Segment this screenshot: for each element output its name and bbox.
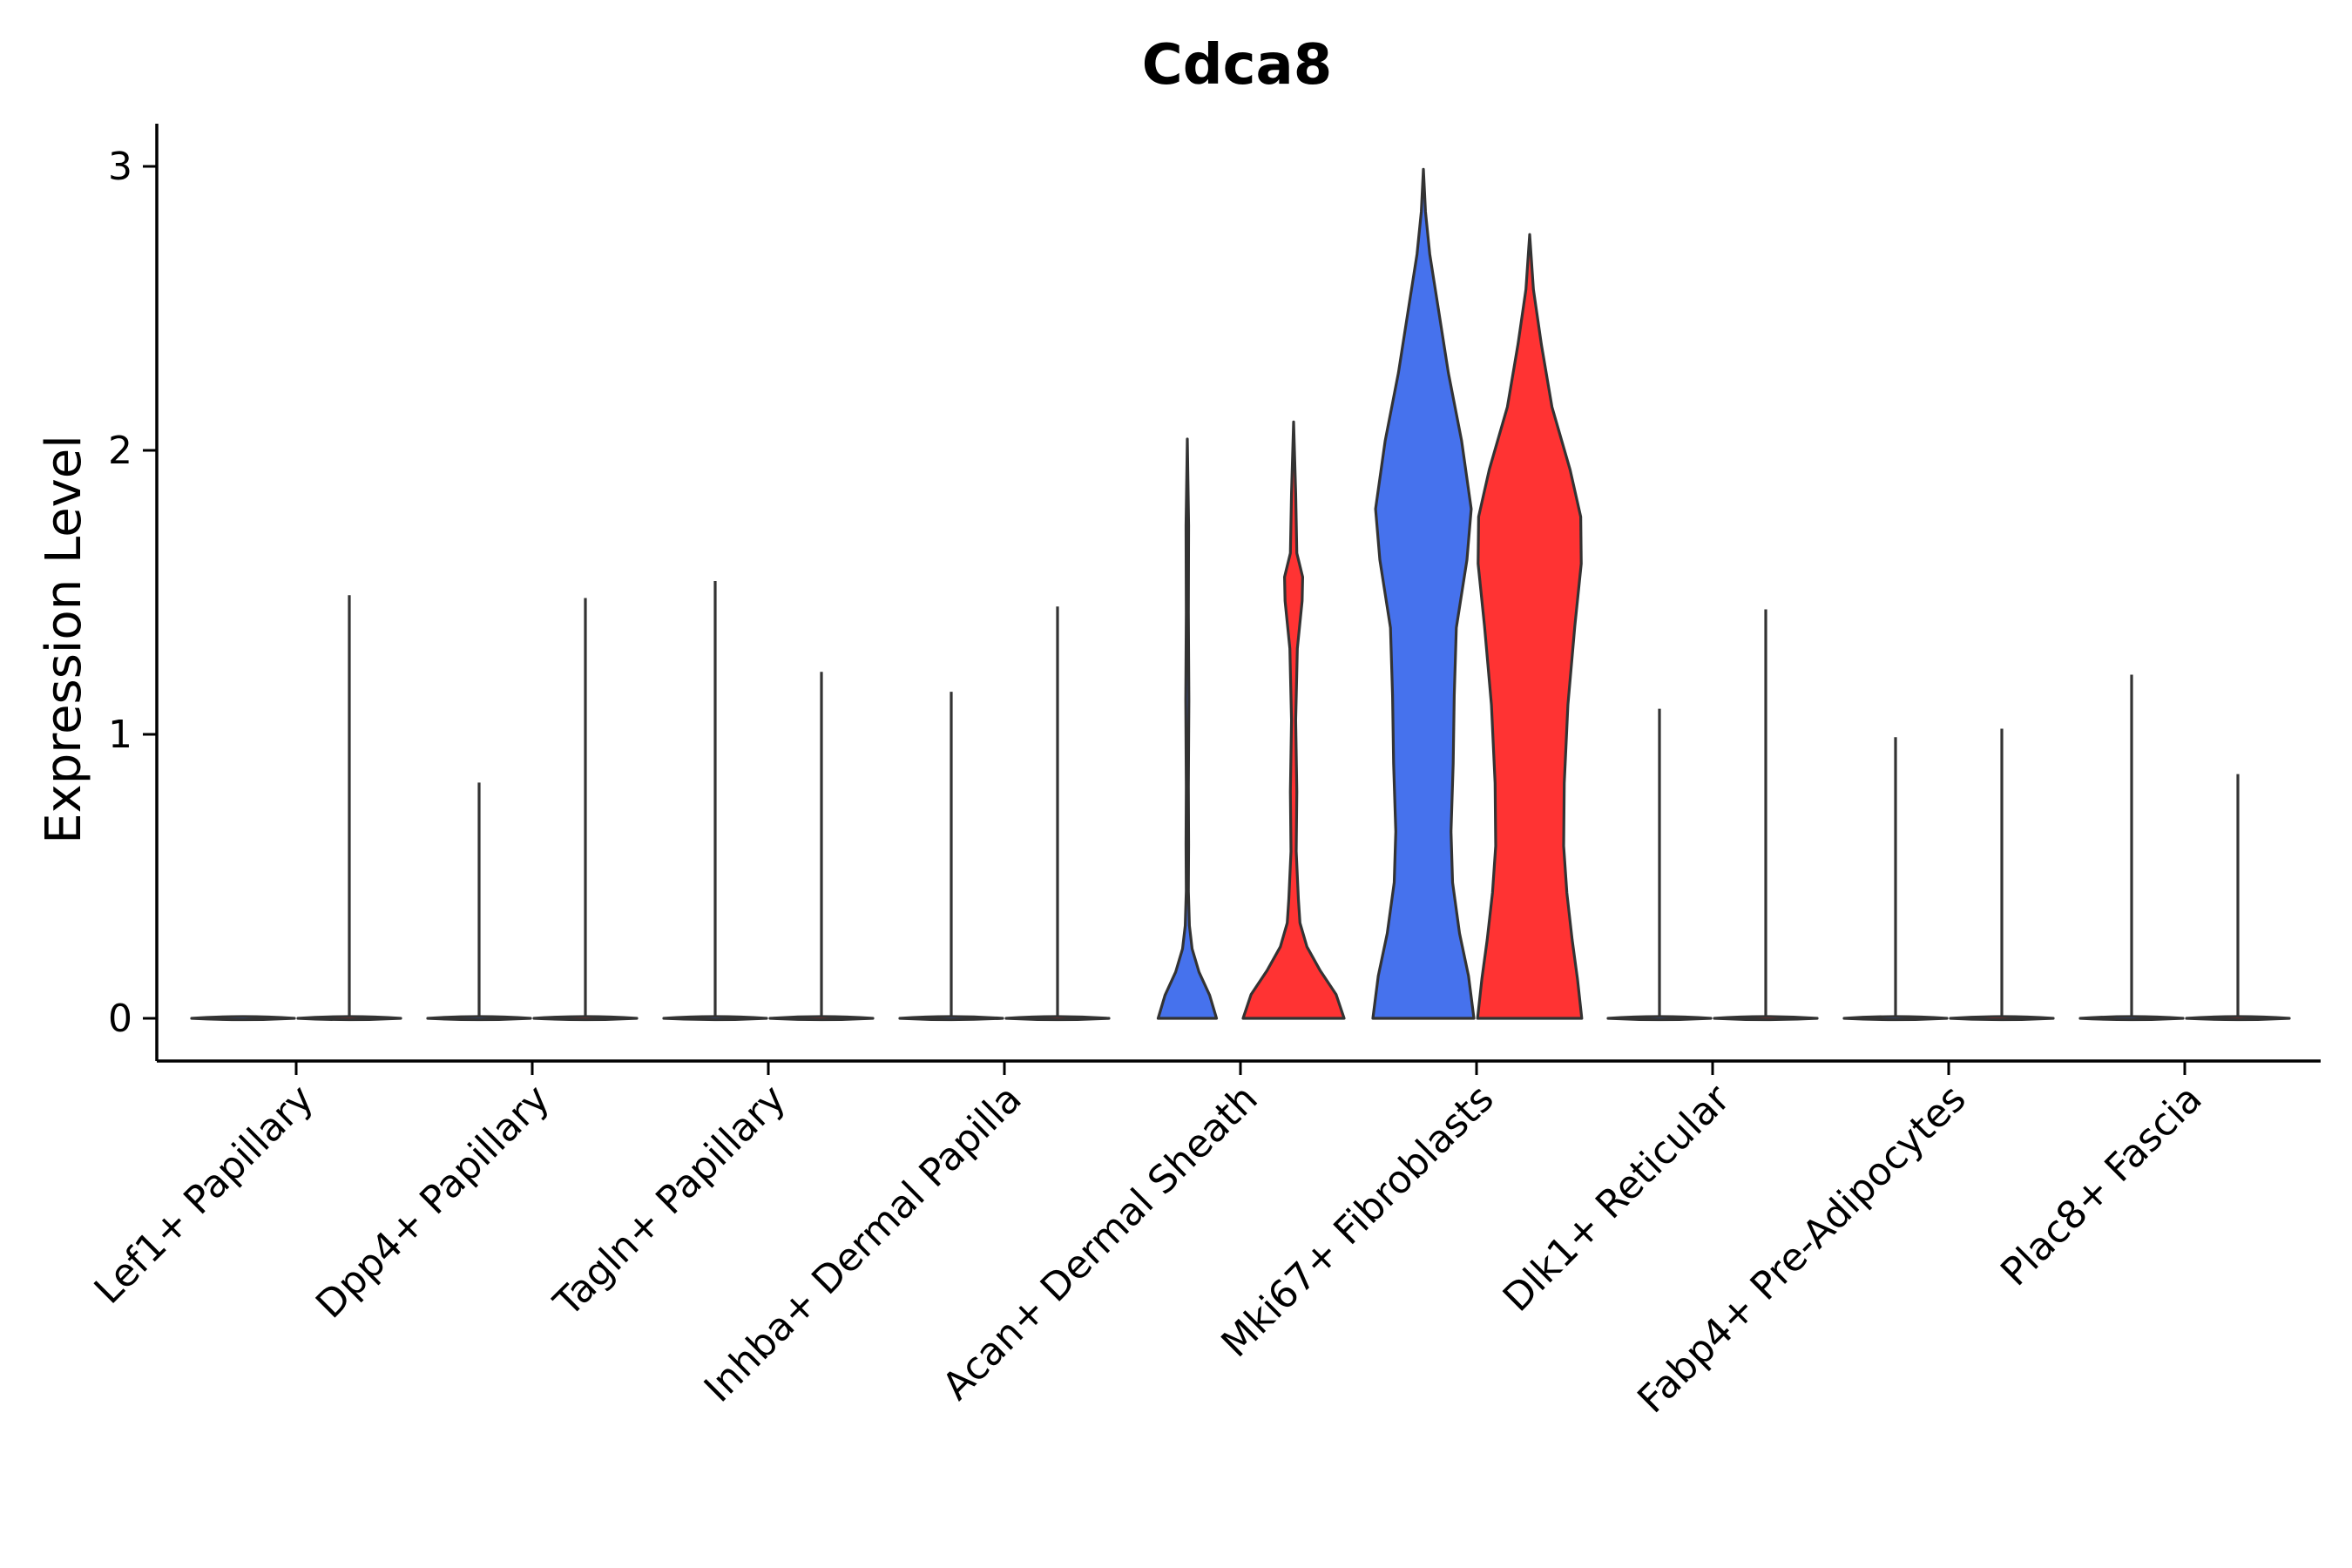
violin-group-2-4: [1004, 1015, 1111, 1022]
plot-area: [190, 167, 2291, 1022]
violin-group-1-9: [2078, 1015, 2185, 1022]
y-tick-label: 1: [108, 713, 132, 757]
y-tick-label: 2: [108, 429, 132, 473]
y-tick-label: 3: [108, 145, 132, 189]
violin-group-1-6: [1371, 167, 1476, 1020]
x-tick-label: Plac8+ Fascia: [1992, 1077, 2211, 1295]
violin-group-1-1: [190, 1015, 296, 1022]
violin-group-2-3: [768, 1015, 875, 1022]
violin-group-2-6: [1476, 233, 1584, 1020]
violin-group-2-7: [1713, 1015, 1819, 1022]
x-tick-label: Lef1+ Papillary: [86, 1077, 322, 1313]
y-tick-label: 0: [108, 997, 132, 1041]
violin-group-2-1: [296, 1015, 402, 1022]
x-tick-label: Tagln+ Papillary: [545, 1077, 794, 1326]
violin-group-2-5: [1241, 420, 1346, 1020]
violin-group-1-7: [1606, 1015, 1713, 1022]
violin-group-1-2: [426, 1015, 532, 1022]
violin-group-2-8: [1949, 1015, 2055, 1022]
violin-group-1-4: [898, 1015, 1004, 1022]
x-tick-label: Dpp4+ Papillary: [308, 1077, 558, 1328]
violin-group-2-9: [2185, 1015, 2291, 1022]
y-axis-label: Expression Level: [36, 435, 92, 844]
chart-title: Cdca8: [1142, 33, 1332, 98]
violin-group-1-3: [662, 1015, 768, 1022]
violin-group-2-2: [532, 1015, 639, 1022]
x-tick-label: Mki67+ Fibroblasts: [1213, 1077, 1502, 1366]
violin-group-1-5: [1156, 437, 1219, 1020]
x-tick-label: Dlk1+ Reticular: [1495, 1076, 1740, 1321]
violin-group-1-8: [1842, 1015, 1949, 1022]
